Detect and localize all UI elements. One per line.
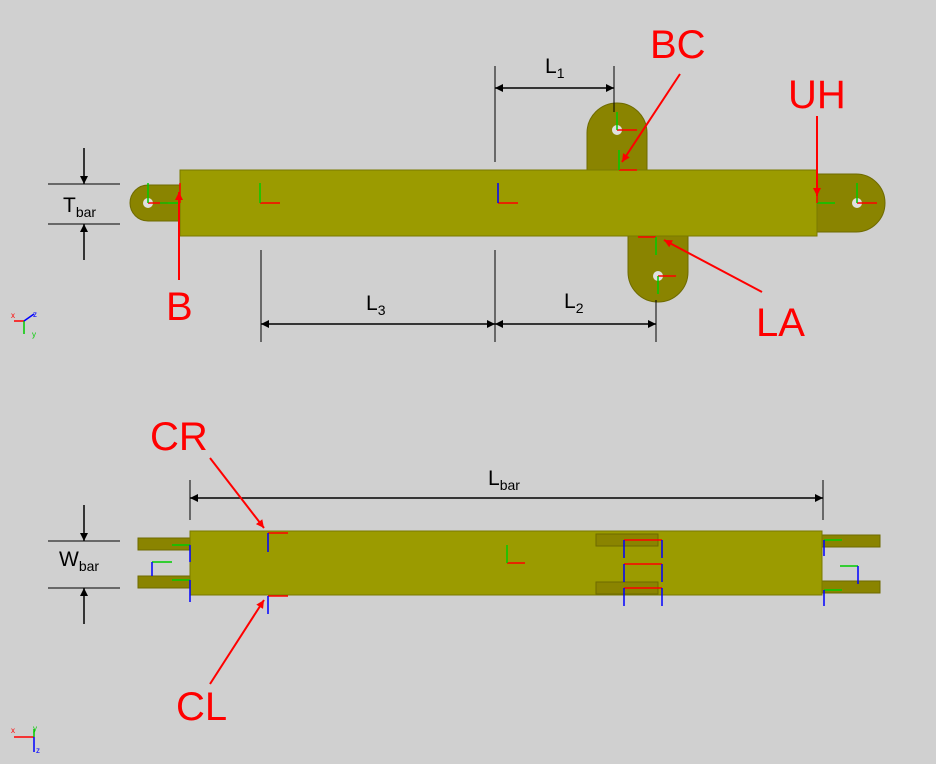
- svg-text:Wbar: Wbar: [59, 548, 99, 574]
- callouts-bottom: CR CL: [150, 415, 265, 729]
- triad-bottom-x: x: [11, 726, 15, 735]
- upper-tab: [586, 102, 648, 173]
- label-la: LA: [756, 301, 805, 345]
- axis-triad-top: x z y: [11, 310, 37, 339]
- l1-sub: 1: [557, 65, 565, 81]
- l2-sub: 2: [576, 300, 584, 316]
- left-prong-upper: [137, 537, 191, 551]
- label-uh: UH: [788, 73, 846, 117]
- bottom-view: Wbar Lbar CR CL x y z: [11, 415, 881, 755]
- l1-main: L: [545, 55, 557, 78]
- dim-t-bar: Tbar: [48, 148, 120, 260]
- triad-top-x: x: [11, 311, 15, 320]
- right-pin-tab: [811, 173, 886, 233]
- label-bc: BC: [650, 23, 706, 67]
- dim-l3-l2: L3 L2: [260, 250, 657, 342]
- w-bar-main: W: [59, 548, 79, 571]
- l2-main: L: [564, 290, 576, 313]
- dim-w-bar: Wbar: [48, 505, 120, 624]
- triad-bottom-y: y: [33, 724, 37, 733]
- t-bar-sub: bar: [76, 204, 97, 220]
- t-bar-main: T: [63, 194, 76, 217]
- l-bar-sub: bar: [500, 477, 521, 493]
- callouts-top: B BC UH LA: [166, 23, 846, 345]
- svg-text:L3: L3: [366, 292, 386, 318]
- left-prong-lower: [137, 575, 191, 589]
- svg-text:Lbar: Lbar: [488, 467, 520, 493]
- right-prong-upper: [817, 534, 881, 548]
- triad-bottom-z: z: [36, 746, 40, 755]
- dim-l1: L1: [494, 55, 615, 162]
- w-bar-sub: bar: [79, 558, 100, 574]
- main-bar-bottom: [189, 530, 823, 596]
- label-cr: CR: [150, 415, 208, 459]
- dim-l-bar: Lbar: [189, 467, 824, 520]
- triad-top-y: y: [32, 330, 36, 339]
- svg-text:L1: L1: [545, 55, 565, 81]
- svg-text:L2: L2: [564, 290, 584, 316]
- axis-triad-bottom: x y z: [11, 724, 40, 755]
- right-prong-lower: [817, 580, 881, 594]
- triad-top-z: z: [33, 310, 37, 319]
- label-b: B: [166, 285, 193, 329]
- l-bar-main: L: [488, 467, 500, 490]
- top-view: Tbar L1 L3 L2 B BC UH L: [11, 23, 886, 345]
- frame-markers-bottom: [151, 532, 859, 614]
- svg-text:Tbar: Tbar: [63, 194, 96, 220]
- l3-sub: 3: [378, 302, 386, 318]
- label-cl: CL: [176, 685, 227, 729]
- lower-tab: [627, 231, 689, 303]
- frame-markers-top: [147, 112, 877, 294]
- l3-main: L: [366, 292, 378, 315]
